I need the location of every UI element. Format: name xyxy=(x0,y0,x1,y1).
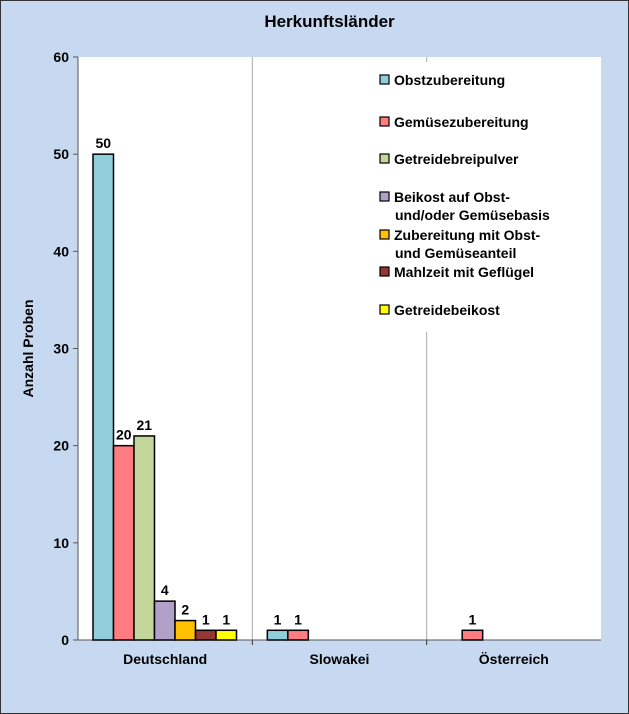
y-tick-label: 40 xyxy=(53,243,69,259)
x-tick-label: Deutschland xyxy=(123,651,207,667)
chart-title: Herkunftsländer xyxy=(264,12,395,31)
bar xyxy=(287,629,310,641)
bar xyxy=(153,600,176,641)
bar xyxy=(461,629,484,641)
y-tick-label: 10 xyxy=(53,535,69,551)
x-tick-label: Österreich xyxy=(479,651,549,667)
data-label: 50 xyxy=(95,135,111,151)
bar xyxy=(215,629,238,641)
bar xyxy=(266,629,289,641)
legend-swatch xyxy=(379,191,390,202)
legend-swatch xyxy=(379,304,390,315)
y-axis-label: Anzahl Proben xyxy=(20,299,36,397)
y-tick-label: 0 xyxy=(61,632,69,648)
bar xyxy=(133,435,156,641)
data-label: 2 xyxy=(181,602,189,618)
data-label: 1 xyxy=(274,611,282,627)
bar xyxy=(92,153,115,641)
legend-label: Beikost auf Obst- xyxy=(394,189,510,205)
legend-swatch xyxy=(379,153,390,164)
y-tick-label: 30 xyxy=(53,341,69,357)
y-tick-label: 50 xyxy=(53,146,69,162)
legend-label: Zubereitung mit Obst- xyxy=(394,227,541,243)
data-label: 20 xyxy=(116,427,132,443)
data-label: 1 xyxy=(469,611,477,627)
data-label: 1 xyxy=(202,611,210,627)
legend-label: Getreidebeikost xyxy=(394,302,500,318)
bar xyxy=(194,629,217,641)
legend-swatch xyxy=(379,266,390,277)
x-tick-label: Slowakei xyxy=(310,651,370,667)
bar xyxy=(174,619,197,641)
data-label: 1 xyxy=(222,611,230,627)
y-tick-label: 60 xyxy=(53,49,69,65)
legend-label: und Gemüseanteil xyxy=(395,245,516,261)
data-label: 4 xyxy=(161,582,169,598)
legend-swatch xyxy=(379,74,390,85)
data-label: 1 xyxy=(294,611,302,627)
bar xyxy=(112,444,135,641)
legend-label: Gemüsezubereitung xyxy=(394,114,529,130)
data-label: 21 xyxy=(136,417,152,433)
legend-swatch xyxy=(379,116,390,127)
legend-label: Obstzubereitung xyxy=(394,72,505,88)
legend-swatch xyxy=(379,229,390,240)
legend-box xyxy=(372,62,598,332)
y-tick-label: 20 xyxy=(53,438,69,454)
legend-label: und/oder Gemüsebasis xyxy=(395,207,550,223)
legend-label: Getreidebreipulver xyxy=(394,151,519,167)
legend-label: Mahlzeit mit Geflügel xyxy=(394,264,534,280)
